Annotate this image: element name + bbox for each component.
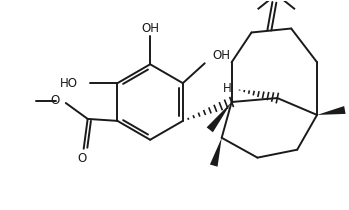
Text: OH: OH bbox=[141, 22, 159, 35]
Text: H: H bbox=[223, 82, 232, 95]
Text: HO: HO bbox=[60, 77, 78, 90]
Polygon shape bbox=[210, 138, 222, 167]
Polygon shape bbox=[317, 106, 346, 115]
Text: O: O bbox=[51, 93, 60, 106]
Polygon shape bbox=[207, 102, 232, 132]
Text: OH: OH bbox=[213, 49, 231, 62]
Text: O: O bbox=[77, 152, 86, 165]
